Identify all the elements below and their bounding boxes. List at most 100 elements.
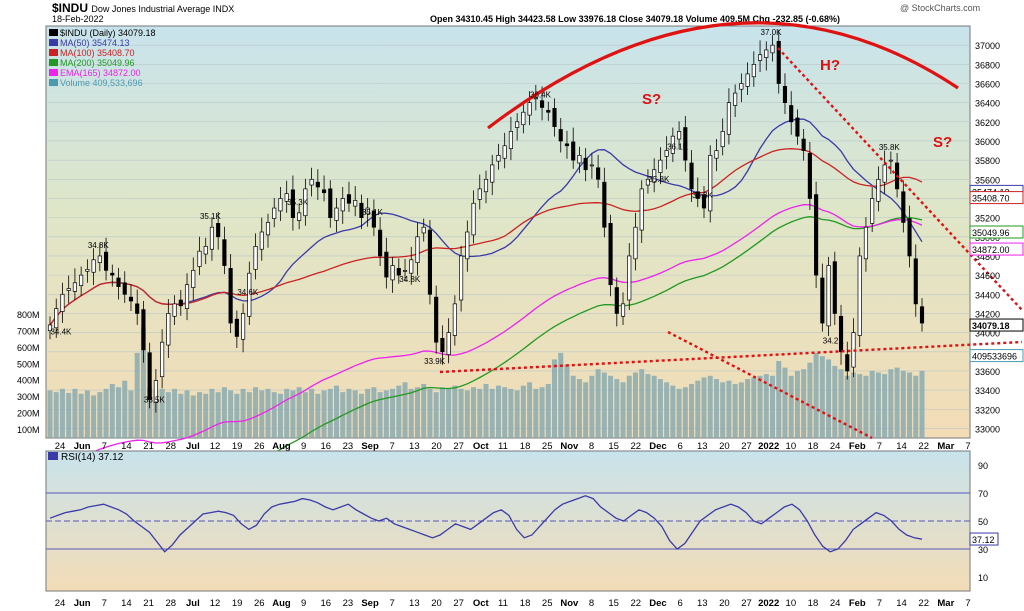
- rsi-axis-label: 10: [978, 573, 988, 583]
- candle-body: [596, 167, 601, 180]
- candle-body: [695, 191, 700, 199]
- date-label: 14: [896, 598, 907, 609]
- volume-bar: [564, 364, 570, 438]
- volume-bar: [626, 375, 632, 438]
- date-label: 13: [409, 441, 420, 452]
- date-label: 26: [254, 441, 265, 452]
- volume-bar: [377, 392, 383, 438]
- candle-body: [402, 269, 408, 272]
- volume-bar: [832, 365, 838, 438]
- candle-body: [440, 338, 445, 353]
- volume-bar: [277, 393, 283, 438]
- date-label: 9: [301, 598, 306, 609]
- date-label: Feb: [849, 598, 866, 609]
- date-label: 28: [165, 598, 176, 609]
- candle-body: [633, 226, 638, 260]
- volume-bar: [302, 392, 308, 438]
- date-label: Jun: [74, 598, 91, 609]
- volume-bar: [134, 352, 140, 438]
- volume-bar: [346, 388, 352, 438]
- legend-swatch: [49, 39, 58, 46]
- volume-bar: [352, 390, 358, 438]
- candle-body: [209, 226, 215, 250]
- volume-bar: [383, 390, 389, 438]
- date-label: 20: [431, 441, 442, 452]
- volume-bar: [838, 369, 844, 438]
- volume-bar: [894, 367, 900, 438]
- volume-bar: [614, 379, 620, 438]
- volume-bar: [471, 387, 477, 438]
- volume-axis-label: 300M: [17, 392, 40, 402]
- date-label: 22: [631, 441, 642, 452]
- volume-bar: [527, 382, 533, 438]
- rsi-axis: 90 70 50 30 10: [978, 461, 988, 583]
- volume-bar: [576, 379, 582, 438]
- date-label: 7: [877, 598, 882, 609]
- volume-bar: [184, 390, 190, 438]
- date-label: 27: [453, 441, 464, 452]
- price-axis-label: 34800: [975, 252, 1000, 262]
- candle-body: [658, 159, 663, 173]
- volume-bar: [396, 385, 402, 438]
- date-label: 12: [210, 441, 221, 452]
- date-label: 20: [431, 598, 442, 609]
- volume-bar: [358, 393, 364, 438]
- rsi-line: [49, 495, 923, 553]
- volume-bar: [738, 382, 744, 438]
- price-panel: [45, 25, 971, 439]
- price-axis-label: 36400: [975, 99, 1000, 109]
- candle-body: [857, 255, 862, 336]
- legend-entry: $INDU (Daily) 34079.18: [60, 28, 156, 38]
- volume-bar: [128, 390, 134, 438]
- candle-body: [602, 181, 607, 228]
- candle-body: [801, 138, 806, 151]
- volume-bar: [701, 377, 707, 438]
- date-label: 19: [232, 598, 243, 609]
- price-tag-box: [969, 225, 1024, 239]
- candle-body: [751, 63, 756, 78]
- candle-body: [153, 380, 158, 403]
- candle-body: [191, 269, 196, 288]
- candle-body: [54, 308, 59, 329]
- price-axis-label: 36800: [975, 60, 1000, 70]
- candle-body: [303, 188, 308, 217]
- date-label: 11: [498, 441, 508, 452]
- price-tag-box: [969, 349, 1024, 363]
- volume-bar: [483, 383, 489, 438]
- candle-body: [539, 100, 545, 108]
- volume-bar: [763, 374, 769, 438]
- volume-bar: [178, 393, 184, 438]
- volume-bar: [390, 388, 396, 438]
- candle-body: [459, 255, 464, 301]
- rsi-legend: RSI(14) 37.12: [48, 452, 124, 463]
- volume-bar: [402, 382, 408, 438]
- date-label: Sep: [361, 441, 379, 452]
- peak-label: 34.8K: [88, 241, 110, 250]
- candle-body: [253, 246, 258, 270]
- volume-axis-label: 800M: [17, 310, 40, 320]
- date-label: 21: [143, 441, 154, 452]
- date-label: 18: [520, 441, 531, 452]
- volume-bar: [695, 380, 701, 438]
- volume-bar: [558, 352, 564, 438]
- volume-bar: [327, 388, 333, 438]
- peak-label: 36.4K: [530, 90, 552, 99]
- ma50-line: [49, 118, 923, 326]
- candle-body: [184, 284, 190, 310]
- peak-label: 35.3K: [692, 191, 714, 200]
- candle-body: [776, 40, 781, 84]
- candle-body: [913, 258, 918, 305]
- volume-bar: [813, 352, 819, 438]
- price-axis-label: 33600: [975, 367, 1000, 377]
- candle-body: [726, 102, 731, 135]
- volume-bar: [196, 392, 202, 438]
- candle-body: [496, 154, 501, 162]
- volume-bar: [72, 388, 78, 438]
- candle-body: [353, 200, 358, 207]
- candle-body: [720, 131, 725, 148]
- date-label: 14: [121, 598, 132, 609]
- volume-bar: [190, 395, 196, 438]
- candle-body: [91, 259, 96, 273]
- volume-bar: [632, 372, 638, 438]
- candle-body: [583, 157, 588, 171]
